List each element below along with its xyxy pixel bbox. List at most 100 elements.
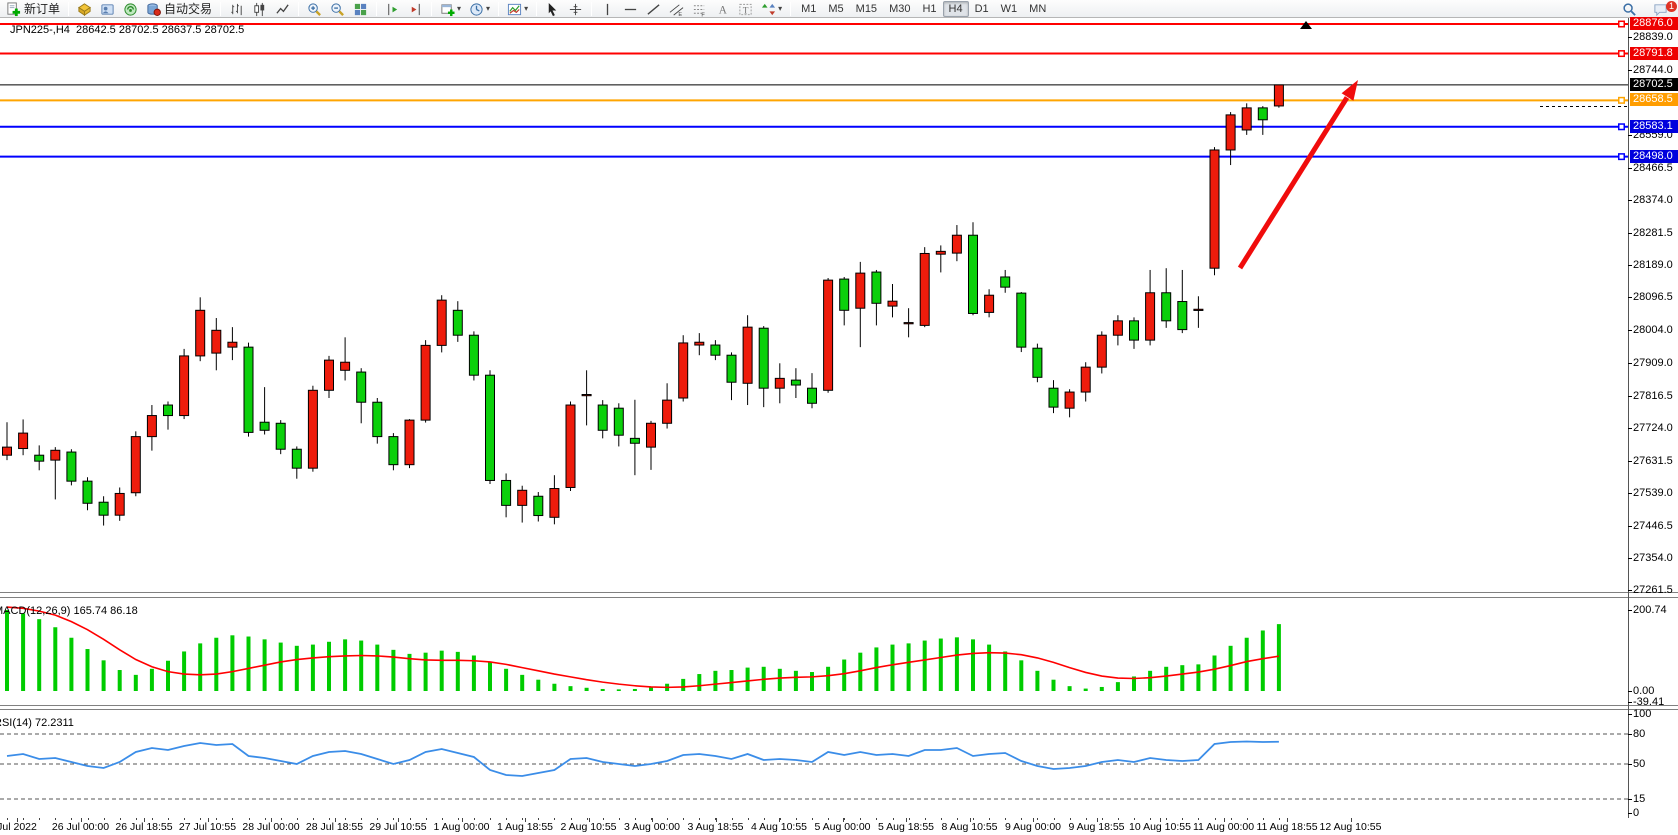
panel-separator[interactable]: [0, 597, 1678, 598]
candle-bull[interactable]: [146, 415, 157, 438]
vertical-line-button[interactable]: [596, 1, 619, 17]
candle-bull[interactable]: [823, 279, 834, 391]
chevron-down-icon[interactable]: ▾: [778, 4, 783, 13]
candle-bear[interactable]: [485, 374, 495, 481]
candle-bear[interactable]: [501, 479, 512, 506]
candle-bull[interactable]: [1064, 391, 1075, 409]
candle-bull[interactable]: [211, 329, 222, 354]
autotrading-button[interactable]: 自动交易: [142, 1, 216, 17]
new-order-button[interactable]: 新订单: [2, 1, 64, 17]
timeframe-m1-button[interactable]: M1: [801, 2, 817, 15]
chat-button[interactable]: 1: [1649, 1, 1677, 17]
candle-bear[interactable]: [98, 501, 109, 516]
candle-chart-button[interactable]: [248, 1, 271, 17]
candle-bull[interactable]: [1080, 366, 1091, 393]
candle-bull[interactable]: [581, 394, 592, 397]
timeframe-d1-button[interactable]: D1: [974, 2, 989, 15]
candle-bear[interactable]: [372, 401, 383, 438]
candle-bull[interactable]: [340, 361, 351, 371]
candle-bear[interactable]: [468, 334, 479, 376]
chevron-down-icon[interactable]: ▾: [486, 4, 491, 13]
candle-bear[interactable]: [790, 379, 801, 386]
candle-bull[interactable]: [114, 492, 125, 516]
horizontal-line-button[interactable]: [619, 1, 642, 17]
market-watch-button[interactable]: [73, 1, 96, 17]
candle-bull[interactable]: [2, 446, 12, 456]
panel-separator[interactable]: [0, 705, 1678, 706]
candle-bear[interactable]: [275, 422, 286, 450]
new-chart-button[interactable]: ▾: [436, 1, 465, 17]
candle-bear[interactable]: [629, 437, 640, 444]
candle-bull[interactable]: [662, 399, 673, 424]
candle-bull[interactable]: [420, 344, 431, 421]
candle-bear[interactable]: [758, 327, 769, 389]
tile-windows-button[interactable]: [349, 1, 372, 17]
timeframe-m30-button[interactable]: M30: [889, 2, 911, 15]
candle-bear[interactable]: [839, 278, 850, 311]
text-label-button[interactable]: T: [734, 1, 757, 17]
candle-bull[interactable]: [887, 300, 898, 307]
search-button[interactable]: [1618, 1, 1641, 17]
candle-bull[interactable]: [1225, 114, 1236, 151]
candle-bull[interactable]: [1241, 107, 1252, 131]
auto-scroll-button[interactable]: [404, 1, 427, 17]
zoom-in-button[interactable]: [303, 1, 326, 17]
candle-bull[interactable]: [324, 359, 334, 391]
candle-bull[interactable]: [179, 355, 190, 417]
candle-bull[interactable]: [1112, 320, 1123, 336]
candle-bull[interactable]: [903, 322, 914, 325]
candle-bear[interactable]: [807, 387, 817, 404]
candle-bear[interactable]: [710, 344, 721, 356]
candle-bear[interactable]: [1000, 276, 1011, 288]
macd-panel[interactable]: [0, 598, 1628, 705]
candle-bear[interactable]: [968, 234, 978, 314]
rsi-panel[interactable]: [0, 710, 1628, 818]
time-axis[interactable]: Jul 2022 26 Jul 00:00 26 Jul 18:55 27 Jul 1…: [0, 818, 1678, 835]
candle-bull[interactable]: [855, 272, 866, 309]
trend-arrow-head[interactable]: [1341, 80, 1358, 101]
candle-bear[interactable]: [82, 480, 93, 504]
timeframe-m15-button[interactable]: M15: [855, 2, 878, 15]
candle-bull[interactable]: [984, 294, 995, 313]
candle-bull[interactable]: [50, 449, 61, 461]
candle-bull[interactable]: [517, 489, 528, 506]
panel-separator[interactable]: [0, 709, 1678, 710]
chart-shift-button[interactable]: [381, 1, 404, 17]
candle-bear[interactable]: [1129, 320, 1139, 341]
candle-bear[interactable]: [163, 404, 173, 417]
candle-bear[interactable]: [726, 354, 737, 383]
candle-bull[interactable]: [742, 326, 753, 384]
bar-chart-button[interactable]: [225, 1, 248, 17]
timeframe-h1-button[interactable]: H1: [922, 2, 937, 15]
zoom-out-button[interactable]: [326, 1, 349, 17]
candle-bear[interactable]: [1016, 292, 1027, 348]
navigator-button[interactable]: [96, 1, 119, 17]
panel-separator[interactable]: [0, 592, 1678, 593]
price-marker-arrow[interactable]: [1300, 21, 1312, 29]
arrows-button[interactable]: ▾: [757, 1, 786, 17]
candle-bull[interactable]: [227, 341, 238, 348]
candle-bear[interactable]: [452, 309, 463, 336]
channel-button[interactable]: E: [665, 1, 688, 18]
cursor-button[interactable]: [541, 1, 564, 17]
timeframe-m5-button[interactable]: M5: [828, 2, 844, 15]
candle-bear[interactable]: [1032, 347, 1043, 378]
candle-bull[interactable]: [130, 436, 141, 494]
candle-bull[interactable]: [549, 488, 560, 518]
candle-bear[interactable]: [259, 421, 270, 431]
candle-bull[interactable]: [919, 252, 930, 326]
candle-bull[interactable]: [935, 250, 946, 255]
candle-bull[interactable]: [1193, 308, 1204, 311]
candle-bear[interactable]: [1177, 301, 1188, 331]
candle-bull[interactable]: [646, 422, 656, 448]
timeframe-mn-button[interactable]: MN: [1029, 2, 1047, 15]
candle-bear[interactable]: [66, 451, 77, 482]
candle-bear[interactable]: [1161, 292, 1172, 322]
candle-bull[interactable]: [1145, 292, 1156, 341]
line-chart-button[interactable]: [271, 1, 294, 17]
candle-bear[interactable]: [34, 454, 45, 462]
indicators-button[interactable]: ▾: [503, 1, 532, 17]
chevron-down-icon[interactable]: ▾: [457, 4, 462, 13]
candle-bull[interactable]: [1209, 149, 1220, 269]
trend-arrow[interactable]: [1237, 96, 1350, 270]
